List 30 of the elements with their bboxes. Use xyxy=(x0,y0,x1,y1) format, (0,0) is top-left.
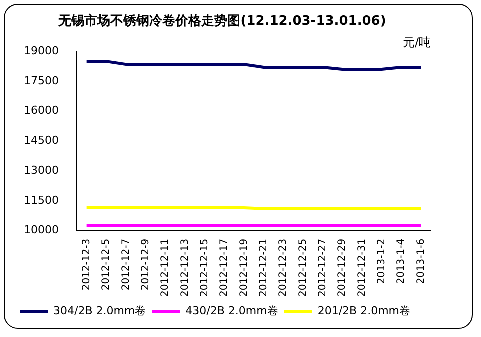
y-tick-label: 11500 xyxy=(24,194,59,207)
y-tick-label: 19000 xyxy=(24,44,59,58)
y-axis-title: 元/吨 xyxy=(402,36,431,50)
x-tick-label: 2012-12-21 xyxy=(258,238,270,298)
legend-label: 430/2B 2.0mm卷 xyxy=(186,304,278,318)
x-tick-label: 2012-12-31 xyxy=(356,238,368,298)
x-tick-label: 2012-12-3 xyxy=(81,238,92,291)
y-tick-label: 10000 xyxy=(24,224,59,237)
x-tick-label: 2012-12-11 xyxy=(160,238,172,298)
x-tick-label: 2012-12-7 xyxy=(120,238,132,291)
x-tick-label: 2013-1-4 xyxy=(396,238,408,284)
x-tick-label: 2012-12-25 xyxy=(298,238,309,298)
x-tick-label: 2012-12-15 xyxy=(199,238,210,298)
x-tick-label: 2012-12-23 xyxy=(278,238,290,298)
x-tick-label: 2013-1-6 xyxy=(416,238,427,284)
x-tick-label: 2012-12-9 xyxy=(140,238,152,291)
x-tick-label: 2012-12-13 xyxy=(180,238,191,298)
legend-label: 201/2B 2.0mm卷 xyxy=(318,304,411,318)
x-tick-label: 2012-12-17 xyxy=(219,238,230,298)
y-tick-label: 16000 xyxy=(24,104,59,118)
x-tick-label: 2012-12-27 xyxy=(317,238,328,298)
x-tick-label: 2013-1-2 xyxy=(376,238,388,284)
y-tick-label: 14500 xyxy=(24,134,59,148)
x-tick-label: 2012-12-19 xyxy=(238,238,250,298)
y-tick-label: 13000 xyxy=(24,164,59,177)
y-tick-label: 17500 xyxy=(24,74,59,88)
legend-label: 304/2B 2.0mm卷 xyxy=(54,304,146,318)
x-tick-label: 2012-12-5 xyxy=(101,238,112,291)
x-tick-label: 2012-12-29 xyxy=(337,238,348,298)
chart-title: 无锡市场不锈钢冷卷价格走势图(12.12.03-13.01.06) xyxy=(58,13,386,30)
